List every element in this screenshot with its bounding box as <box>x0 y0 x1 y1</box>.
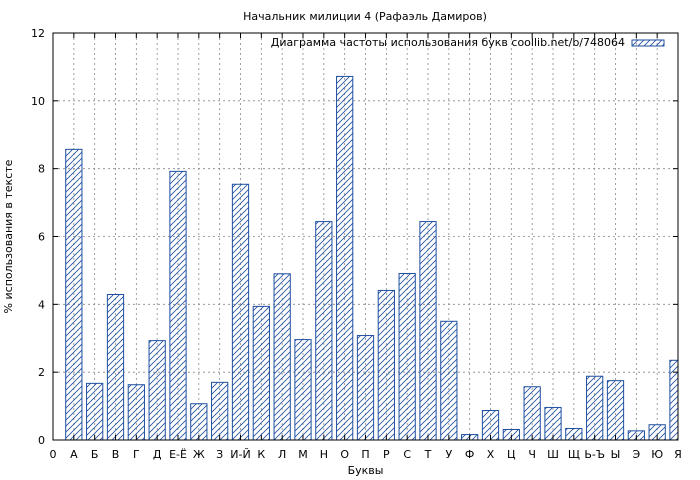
x-tick-label: Щ <box>568 448 580 461</box>
y-tick-label: 12 <box>31 27 45 40</box>
x-tick-label: Ю <box>651 448 663 461</box>
x-tick-label: Г <box>133 448 140 461</box>
x-tick-label: А <box>70 448 78 461</box>
x-tick-label: О <box>340 448 349 461</box>
x-tick-label: Ж <box>193 448 205 461</box>
bar <box>86 382 104 441</box>
x-tick-label: Х <box>487 448 495 461</box>
bar <box>398 272 416 441</box>
x-tick-label: Я <box>674 448 682 461</box>
x-tick-label: Ь-Ъ <box>584 448 605 461</box>
x-tick-label: К <box>257 448 265 461</box>
bar <box>294 339 312 441</box>
x-tick-label: Р <box>383 448 390 461</box>
x-tick-label: З <box>216 448 223 461</box>
bar <box>356 335 375 441</box>
y-tick-label: 6 <box>38 231 45 244</box>
x-tick-label: Ц <box>507 448 516 461</box>
x-tick-label: С <box>403 448 411 461</box>
bar <box>586 375 604 441</box>
y-axis-label: % использования в тексте <box>2 159 15 313</box>
y-tick-label: 8 <box>38 163 45 176</box>
bars-group <box>65 75 679 441</box>
grid-lines <box>53 33 678 440</box>
bar <box>377 289 395 441</box>
bar <box>273 273 291 441</box>
x-tick-label: М <box>298 448 308 461</box>
bar <box>190 403 208 441</box>
bar <box>252 305 270 441</box>
x-tick-label: П <box>361 448 369 461</box>
x-tick-label: Л <box>278 448 286 461</box>
x-tick-label: Е-Ё <box>169 448 187 461</box>
x-tick-label-origin: 0 <box>50 448 57 461</box>
x-tick-label: Ш <box>547 448 559 461</box>
bar <box>315 221 333 441</box>
x-tick-label: Э <box>632 448 640 461</box>
x-axis-ticks: 0 А Б В Г Д Е-Ё Ж З И-Й К Л М Н О П Р С Т У Ф Х Ц Ч Ш Щ Ь-Ъ Ы Э Ю Я <box>50 33 682 461</box>
chart-title: Начальник милиции 4 (Рафаэль Дамиров) <box>243 10 487 23</box>
bar <box>148 340 166 441</box>
legend-swatch <box>631 39 665 47</box>
x-tick-label: В <box>112 448 120 461</box>
bar <box>419 221 437 441</box>
x-tick-label: У <box>445 448 452 461</box>
bar <box>211 381 229 441</box>
y-tick-label: 4 <box>38 298 45 311</box>
bar <box>127 384 145 441</box>
bar <box>231 183 250 441</box>
bar <box>336 75 354 441</box>
bar <box>65 148 83 441</box>
x-tick-label: Ы <box>611 448 621 461</box>
bar <box>106 293 125 441</box>
legend: Диаграмма частоты использования букв coo… <box>271 36 665 49</box>
bar <box>606 380 625 441</box>
x-axis-label: Буквы <box>348 464 384 477</box>
bar <box>169 170 187 441</box>
x-tick-label: И-Й <box>230 448 250 461</box>
x-tick-label: Ф <box>465 448 474 461</box>
x-tick-label: Ч <box>528 448 536 461</box>
x-tick-label: Б <box>91 448 99 461</box>
x-tick-label: Н <box>320 448 328 461</box>
y-tick-label: 2 <box>38 366 45 379</box>
x-tick-label: Т <box>424 448 432 461</box>
y-axis-ticks: 0 2 4 6 8 10 12 <box>31 27 678 447</box>
y-tick-label: 10 <box>31 95 45 108</box>
y-tick-label: 0 <box>38 434 45 447</box>
x-tick-label: Д <box>153 448 162 461</box>
legend-label: Диаграмма частоты использования букв coo… <box>271 36 625 49</box>
bar <box>523 386 541 441</box>
bar <box>440 320 458 441</box>
